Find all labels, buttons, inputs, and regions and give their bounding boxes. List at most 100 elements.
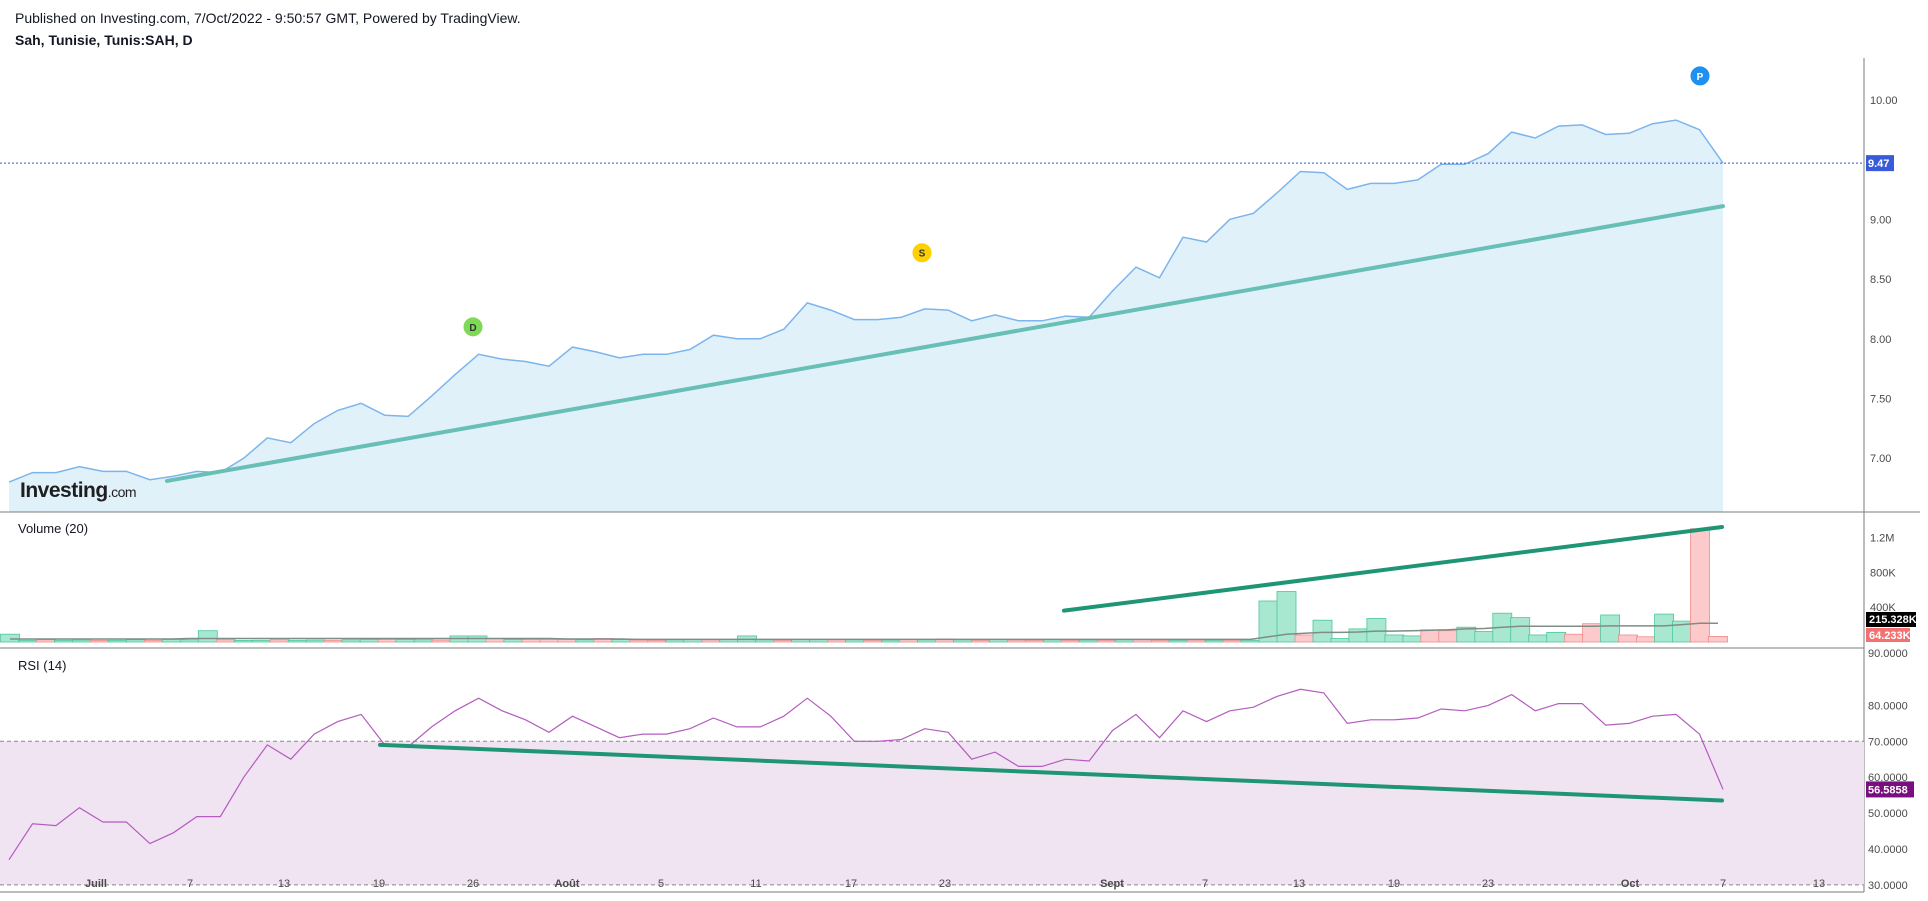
volume-bar bbox=[305, 639, 326, 643]
rsi-tick-label: 90.0000 bbox=[1868, 648, 1908, 660]
watermark-brand: Investing bbox=[20, 479, 108, 502]
volume-bar bbox=[1024, 639, 1045, 643]
rsi-pane-title: RSI (14) bbox=[18, 658, 66, 673]
volume-bar bbox=[1186, 639, 1207, 643]
event-marker-p[interactable]: P bbox=[1689, 65, 1711, 87]
time-axis: Juill 7 13 19 26 Août 5 11 17 23 Sept 7 13 19 23 Oct 7 13 bbox=[85, 878, 1825, 890]
volume-bar bbox=[1438, 630, 1459, 643]
date-tick-label: 13 bbox=[1813, 878, 1825, 890]
date-tick-label: 13 bbox=[1293, 878, 1305, 890]
volume-tick-label: 800K bbox=[1870, 567, 1896, 579]
svg-text:Investing.com: Investing.com bbox=[20, 479, 136, 502]
rsi-band bbox=[0, 741, 1864, 885]
date-tick-label: Sept bbox=[1100, 878, 1124, 890]
date-tick-label: 5 bbox=[658, 878, 664, 890]
volume-ma-badge-value: 215.328K bbox=[1869, 614, 1917, 626]
rsi-badge: 56.5858 bbox=[1866, 781, 1914, 798]
volume-bar bbox=[215, 639, 236, 643]
volume-bar bbox=[1330, 638, 1351, 643]
volume-bar bbox=[72, 639, 92, 643]
volume-ma-line bbox=[10, 622, 1718, 641]
volume-bar bbox=[773, 639, 793, 643]
rsi-tick-label: 80.0000 bbox=[1868, 700, 1908, 712]
date-tick-label: Août bbox=[554, 878, 579, 890]
price-tick-label: 9.00 bbox=[1870, 214, 1891, 226]
volume-bar bbox=[359, 639, 380, 643]
publish-info: Published on Investing.com, 7/Oct/2022 -… bbox=[15, 10, 521, 26]
volume-bar bbox=[179, 639, 200, 643]
event-marker-label: S bbox=[919, 249, 926, 260]
rsi-badge-value: 56.5858 bbox=[1868, 784, 1908, 796]
chart-header: Published on Investing.com, 7/Oct/2022 -… bbox=[15, 9, 521, 49]
rsi-trendline[interactable] bbox=[378, 742, 1724, 803]
volume-pane[interactable]: Volume (20) 1.2M 800K 400K 90.0000 215.328K… bbox=[0, 521, 1917, 660]
volume-bar bbox=[233, 640, 254, 643]
volume-bar bbox=[143, 639, 164, 643]
volume-bar bbox=[1636, 636, 1656, 643]
last-price-badge: 9.47 bbox=[1866, 155, 1894, 172]
volume-bar bbox=[287, 639, 308, 643]
price-tick-label: 10.00 bbox=[1870, 95, 1898, 107]
volume-bar bbox=[413, 639, 434, 643]
volume-bar bbox=[1420, 629, 1441, 643]
price-tick-label: 8.50 bbox=[1870, 274, 1891, 286]
volume-bar bbox=[1384, 634, 1405, 643]
volume-bar bbox=[90, 640, 110, 643]
volume-bar bbox=[1654, 613, 1674, 643]
volume-axis: 1.2M 800K 400K 90.0000 bbox=[1868, 532, 1908, 660]
event-markers[interactable]: D S P bbox=[462, 65, 1711, 338]
volume-pane-title: Volume (20) bbox=[18, 521, 88, 536]
volume-bar bbox=[1546, 632, 1567, 643]
volume-bar bbox=[161, 639, 182, 643]
volume-bar bbox=[377, 639, 398, 643]
volume-bar bbox=[1006, 639, 1027, 643]
volume-bar bbox=[1510, 617, 1531, 643]
event-marker-d[interactable]: D bbox=[462, 316, 484, 338]
rsi-axis: 30.0000 40.0000 50.0000 60.0000 70.0000 80.00… bbox=[1868, 700, 1908, 891]
last-price-value: 9.47 bbox=[1868, 158, 1889, 170]
event-marker-label: P bbox=[1697, 72, 1704, 83]
volume-bar bbox=[1222, 639, 1243, 643]
rsi-tick-label: 30.0000 bbox=[1868, 880, 1908, 892]
volume-bar bbox=[1708, 636, 1728, 643]
volume-bar bbox=[1078, 639, 1099, 643]
volume-bar bbox=[126, 639, 146, 643]
price-axis: 7.00 7.50 8.00 8.50 9.00 10.00 bbox=[1870, 95, 1898, 465]
price-pane[interactable]: D S P 7.00 7.50 8.00 8.50 9.00 10.00 9.47 Inves… bbox=[0, 65, 1898, 512]
price-tick-label: 8.00 bbox=[1870, 334, 1891, 346]
volume-bar bbox=[1204, 639, 1225, 643]
price-trendline[interactable] bbox=[165, 204, 1725, 483]
date-tick-label: 19 bbox=[373, 878, 385, 890]
volume-bar bbox=[1348, 628, 1369, 643]
date-tick-label: 26 bbox=[467, 878, 479, 890]
rsi-tick-label: 70.0000 bbox=[1868, 736, 1908, 748]
volume-last-badge-bg bbox=[1866, 628, 1910, 642]
volume-bar bbox=[18, 639, 38, 643]
rsi-pane[interactable]: RSI (14) 30.0000 40.0000 50.0000 60.0000 70.… bbox=[0, 658, 1914, 892]
volume-bar bbox=[1168, 639, 1189, 643]
volume-bar bbox=[629, 639, 650, 643]
date-tick-label: 23 bbox=[1482, 878, 1494, 890]
volume-bars bbox=[0, 528, 1728, 643]
volume-trendline[interactable] bbox=[1062, 524, 1724, 613]
volume-bar bbox=[1564, 633, 1585, 643]
volume-tick-label: 400K bbox=[1870, 602, 1896, 614]
volume-bar bbox=[647, 639, 668, 643]
volume-bar bbox=[395, 639, 416, 643]
volume-bar bbox=[108, 639, 128, 643]
volume-bar bbox=[1060, 639, 1081, 643]
volume-bar bbox=[881, 639, 901, 643]
rsi-line bbox=[8, 688, 1724, 861]
date-tick-label: Juill bbox=[85, 878, 107, 890]
event-marker-s[interactable]: S bbox=[911, 242, 933, 264]
volume-bar bbox=[1366, 618, 1387, 643]
price-area-fill bbox=[9, 120, 1723, 512]
price-line bbox=[8, 119, 1724, 483]
rsi-tick-label: 40.0000 bbox=[1868, 844, 1908, 856]
last-price-badge-bg bbox=[1866, 155, 1894, 172]
date-tick-label: 7 bbox=[1720, 878, 1726, 890]
volume-bar bbox=[1312, 619, 1333, 643]
date-tick-label: 7 bbox=[1202, 878, 1208, 890]
date-tick-label: 19 bbox=[1388, 878, 1400, 890]
